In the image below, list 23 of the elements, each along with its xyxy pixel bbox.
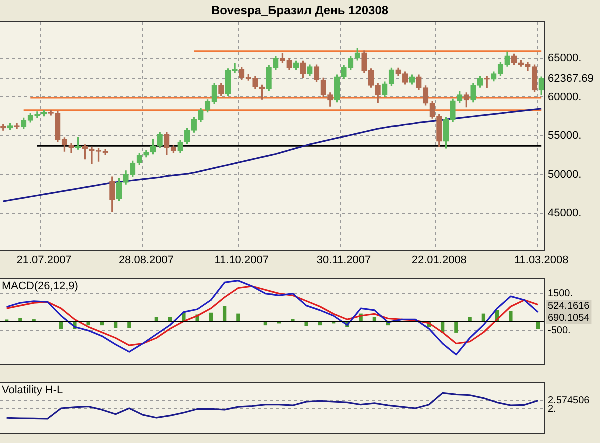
bar [222,306,227,322]
x-tick-label: 28.08.2007 [118,254,174,266]
text: 690.1054 [548,313,590,324]
y-tick-label: 55000. [548,130,582,142]
bar [509,311,513,322]
y-tick-label: 1500. [548,288,574,300]
chart-title: Volatility H-L [2,384,64,397]
x-tick-label: 22.01.2008 [412,254,467,266]
x-tick-label: 21.07.2007 [16,254,72,266]
y-tick-label: 50000. [548,168,582,181]
x-tick-label: 11.03.2008 [514,254,569,266]
y-tick-label: 60000. [548,91,582,104]
chart-title: Bovespa_Бразил День 120308 [211,3,389,18]
y-tick-label: 62367.69 [548,72,594,85]
x-tick-label: 30.11.2007 [316,254,372,266]
chart-title: MACD(26,12,9) [2,280,78,293]
y-tick-label: 45000. [548,208,582,220]
y-tick-label: 65000. [548,52,582,64]
y-tick-label: -500. [548,326,571,337]
text: 524.1616 [548,301,590,312]
y-tick-label: 2. [548,404,556,415]
x-tick-label: 11.10.2007 [214,254,269,266]
bar [454,321,458,333]
